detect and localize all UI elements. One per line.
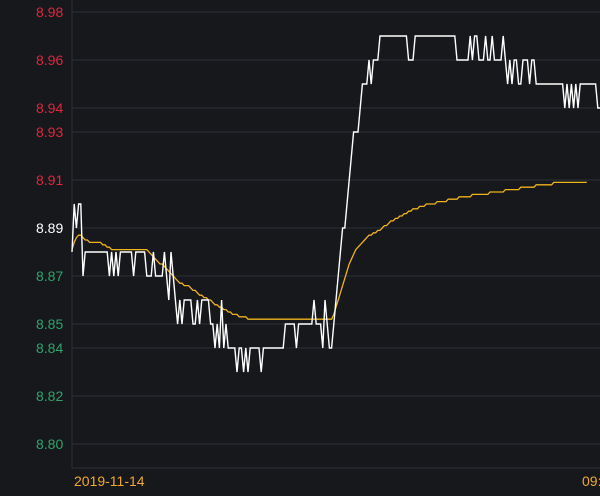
grid-lines (71, 0, 600, 469)
y-tick-label: 8.98 (36, 4, 63, 20)
y-tick-label: 8.96 (36, 52, 63, 68)
y-tick-label: 8.89 (36, 220, 63, 236)
y-tick-label: 8.82 (36, 388, 63, 404)
y-tick-label: 8.80 (36, 436, 63, 452)
y-tick-label: 8.87 (36, 268, 63, 284)
y-tick-label: 8.85 (36, 316, 63, 332)
y-tick-label: 8.94 (36, 100, 63, 116)
y-tick-label: 8.93 (36, 124, 63, 140)
average-line (71, 181, 587, 320)
y-tick-label: 8.91 (36, 172, 63, 188)
series-lines (71, 35, 600, 373)
price-line (71, 35, 600, 373)
x-tick-label: 2019-11-14 (74, 473, 145, 489)
y-tick-label: 8.84 (36, 340, 63, 356)
x-tick-label: 09: (582, 473, 600, 489)
axis-labels: 8.98 8.96 8.94 8.93 8.91 8.89 8.87 8.85 8.84 8.82… (36, 4, 600, 489)
